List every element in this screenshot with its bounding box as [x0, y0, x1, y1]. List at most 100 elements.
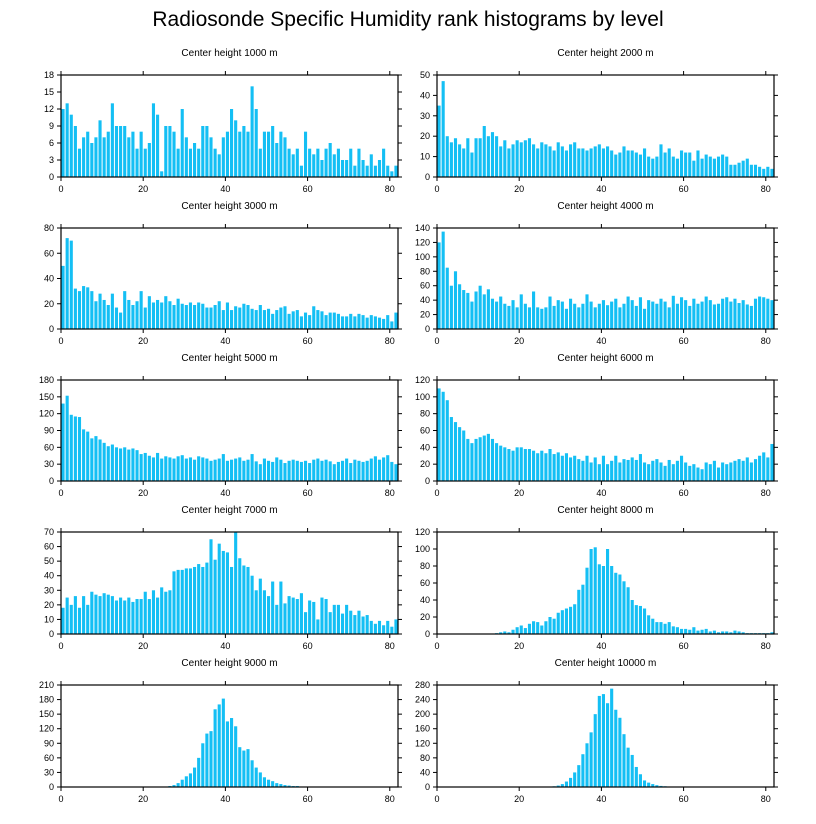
histogram-bar	[499, 296, 503, 329]
x-tick-label: 80	[385, 794, 395, 804]
histogram-bar	[634, 152, 638, 177]
histogram-bar	[110, 444, 114, 481]
histogram-bar	[704, 628, 708, 634]
histogram-bar	[560, 146, 564, 177]
histogram-bar	[147, 599, 151, 634]
histogram-bar	[131, 601, 135, 634]
histogram-bar	[303, 131, 308, 177]
histogram-bar	[365, 165, 369, 177]
histogram-bar	[470, 152, 474, 177]
histogram-bar	[390, 321, 394, 329]
x-tick-label: 0	[434, 184, 439, 194]
histogram-bar	[638, 454, 642, 481]
histogram-bar	[737, 303, 741, 329]
histogram-bar	[320, 597, 324, 634]
x-tick-label: 40	[220, 488, 230, 498]
histogram-bar	[82, 596, 86, 634]
x-tick-label: 40	[596, 336, 606, 346]
histogram-bar	[287, 596, 291, 634]
histogram-bar	[332, 464, 336, 481]
histogram-bar	[519, 625, 523, 634]
y-tick-label: 0	[49, 172, 54, 182]
histogram-bar	[308, 148, 312, 177]
histogram-bar	[684, 300, 688, 329]
histogram-bar	[312, 154, 316, 177]
histogram-bar	[258, 772, 262, 787]
histogram-bar	[589, 301, 593, 329]
histogram-panel: Center height 9000 m 0 30 60 90 120 150 180 210 0…	[39, 658, 402, 804]
y-tick-label: 60	[420, 281, 430, 291]
histogram-bar	[725, 464, 729, 481]
histogram-bar	[589, 732, 593, 787]
histogram-bar	[287, 148, 291, 177]
histogram-bar	[478, 285, 482, 329]
histogram-bar	[449, 285, 453, 329]
histogram-bar	[548, 296, 552, 329]
histogram-bar	[696, 467, 700, 481]
histogram-bar	[254, 310, 258, 329]
histogram-bar	[573, 604, 577, 634]
histogram-bar	[135, 450, 139, 481]
histogram-bar	[143, 452, 147, 481]
histogram-bar	[184, 458, 188, 481]
histogram-bar	[548, 146, 552, 177]
y-tick-label: 80	[420, 561, 430, 571]
histogram-bar	[696, 630, 700, 634]
histogram-bar	[221, 550, 225, 634]
histogram-bar	[357, 148, 361, 177]
histogram-bar	[340, 160, 345, 177]
histogram-bar	[324, 599, 328, 634]
histogram-bar	[647, 615, 651, 634]
histogram-bar	[250, 760, 254, 787]
histogram-bar	[618, 152, 622, 177]
histogram-bar	[213, 709, 217, 787]
histogram-bar	[332, 312, 336, 329]
y-tick-label: 3	[49, 155, 54, 165]
x-tick-label: 40	[596, 184, 606, 194]
histogram-bar	[349, 463, 353, 481]
histogram-bar	[382, 318, 386, 329]
panel-title: Center height 2000 m	[557, 48, 653, 59]
histogram-bar	[597, 303, 601, 329]
y-tick-label: 180	[39, 695, 54, 705]
histogram-bar	[495, 136, 499, 177]
histogram-bar	[225, 721, 229, 787]
histogram-bar	[303, 312, 308, 329]
histogram-bar	[659, 298, 663, 329]
histogram-bar	[238, 558, 242, 634]
histogram-bar	[556, 785, 560, 787]
histogram-bar	[688, 152, 692, 177]
histogram-bar	[106, 305, 110, 329]
histogram-bar	[614, 572, 618, 634]
histogram-bar	[271, 313, 275, 329]
histogram-bar	[283, 306, 287, 329]
histogram-bar	[511, 144, 515, 177]
histogram-bar	[394, 619, 398, 634]
histogram-bar	[716, 303, 721, 329]
y-tick-label: 60	[44, 442, 54, 452]
histogram-bar	[114, 447, 119, 481]
histogram-bar	[94, 301, 98, 329]
x-tick-label: 0	[58, 488, 63, 498]
histogram-bar	[180, 455, 184, 481]
histogram-panel: Center height 7000 m 0 10 20 30 40 50 60 70 0 20 40…	[44, 505, 402, 651]
histogram-bar	[238, 307, 242, 329]
y-tick-label: 0	[49, 782, 54, 792]
histogram-bar	[197, 456, 201, 481]
histogram-bar	[445, 400, 449, 481]
histogram-bar	[716, 632, 721, 634]
histogram-bar	[503, 447, 507, 481]
histogram-bar	[437, 388, 441, 481]
histogram-bar	[556, 142, 560, 177]
y-tick-label: 80	[420, 409, 430, 419]
histogram-bar	[581, 754, 585, 787]
histogram-bar	[675, 460, 679, 481]
histogram-bar	[663, 301, 667, 329]
y-tick-label: 20	[44, 600, 54, 610]
histogram-bar	[626, 747, 630, 787]
histogram-bar	[540, 142, 544, 177]
y-tick-label: 0	[49, 476, 54, 486]
histogram-bar	[766, 457, 770, 481]
y-tick-label: 150	[39, 709, 54, 719]
histogram-bar	[250, 454, 254, 481]
